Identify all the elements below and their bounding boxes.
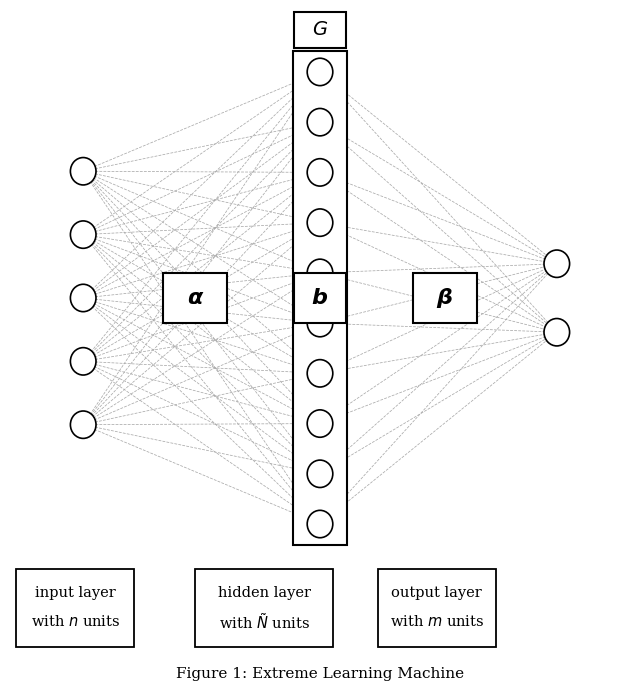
FancyBboxPatch shape (163, 273, 227, 323)
Circle shape (307, 58, 333, 86)
Text: $\boldsymbol{b}$: $\boldsymbol{b}$ (312, 287, 328, 309)
Circle shape (307, 510, 333, 538)
Text: with $n$ units: with $n$ units (31, 614, 120, 629)
Circle shape (307, 259, 333, 286)
FancyBboxPatch shape (413, 273, 477, 323)
Circle shape (307, 460, 333, 488)
FancyBboxPatch shape (294, 273, 346, 323)
Circle shape (70, 284, 96, 312)
FancyBboxPatch shape (16, 569, 134, 647)
Circle shape (307, 159, 333, 186)
Text: with $\tilde{N}$ units: with $\tilde{N}$ units (218, 612, 310, 632)
Circle shape (544, 319, 570, 346)
FancyBboxPatch shape (293, 51, 347, 545)
Circle shape (70, 158, 96, 185)
Text: Figure 1: Extreme Learning Machine: Figure 1: Extreme Learning Machine (176, 667, 464, 681)
Text: with $m$ units: with $m$ units (390, 614, 484, 629)
Circle shape (307, 410, 333, 437)
FancyBboxPatch shape (378, 569, 496, 647)
Circle shape (307, 209, 333, 236)
Text: output layer: output layer (392, 586, 482, 600)
Circle shape (307, 310, 333, 337)
Text: $\boldsymbol{\alpha}$: $\boldsymbol{\alpha}$ (186, 287, 204, 309)
Circle shape (307, 108, 333, 136)
Circle shape (70, 348, 96, 375)
Text: hidden layer: hidden layer (218, 586, 310, 600)
Circle shape (70, 411, 96, 438)
FancyBboxPatch shape (195, 569, 333, 647)
Circle shape (544, 250, 570, 277)
Text: input layer: input layer (35, 586, 116, 600)
Circle shape (307, 360, 333, 387)
FancyBboxPatch shape (294, 12, 346, 48)
Text: $G$: $G$ (312, 21, 328, 39)
Text: $\boldsymbol{\beta}$: $\boldsymbol{\beta}$ (436, 286, 453, 310)
Circle shape (70, 221, 96, 249)
